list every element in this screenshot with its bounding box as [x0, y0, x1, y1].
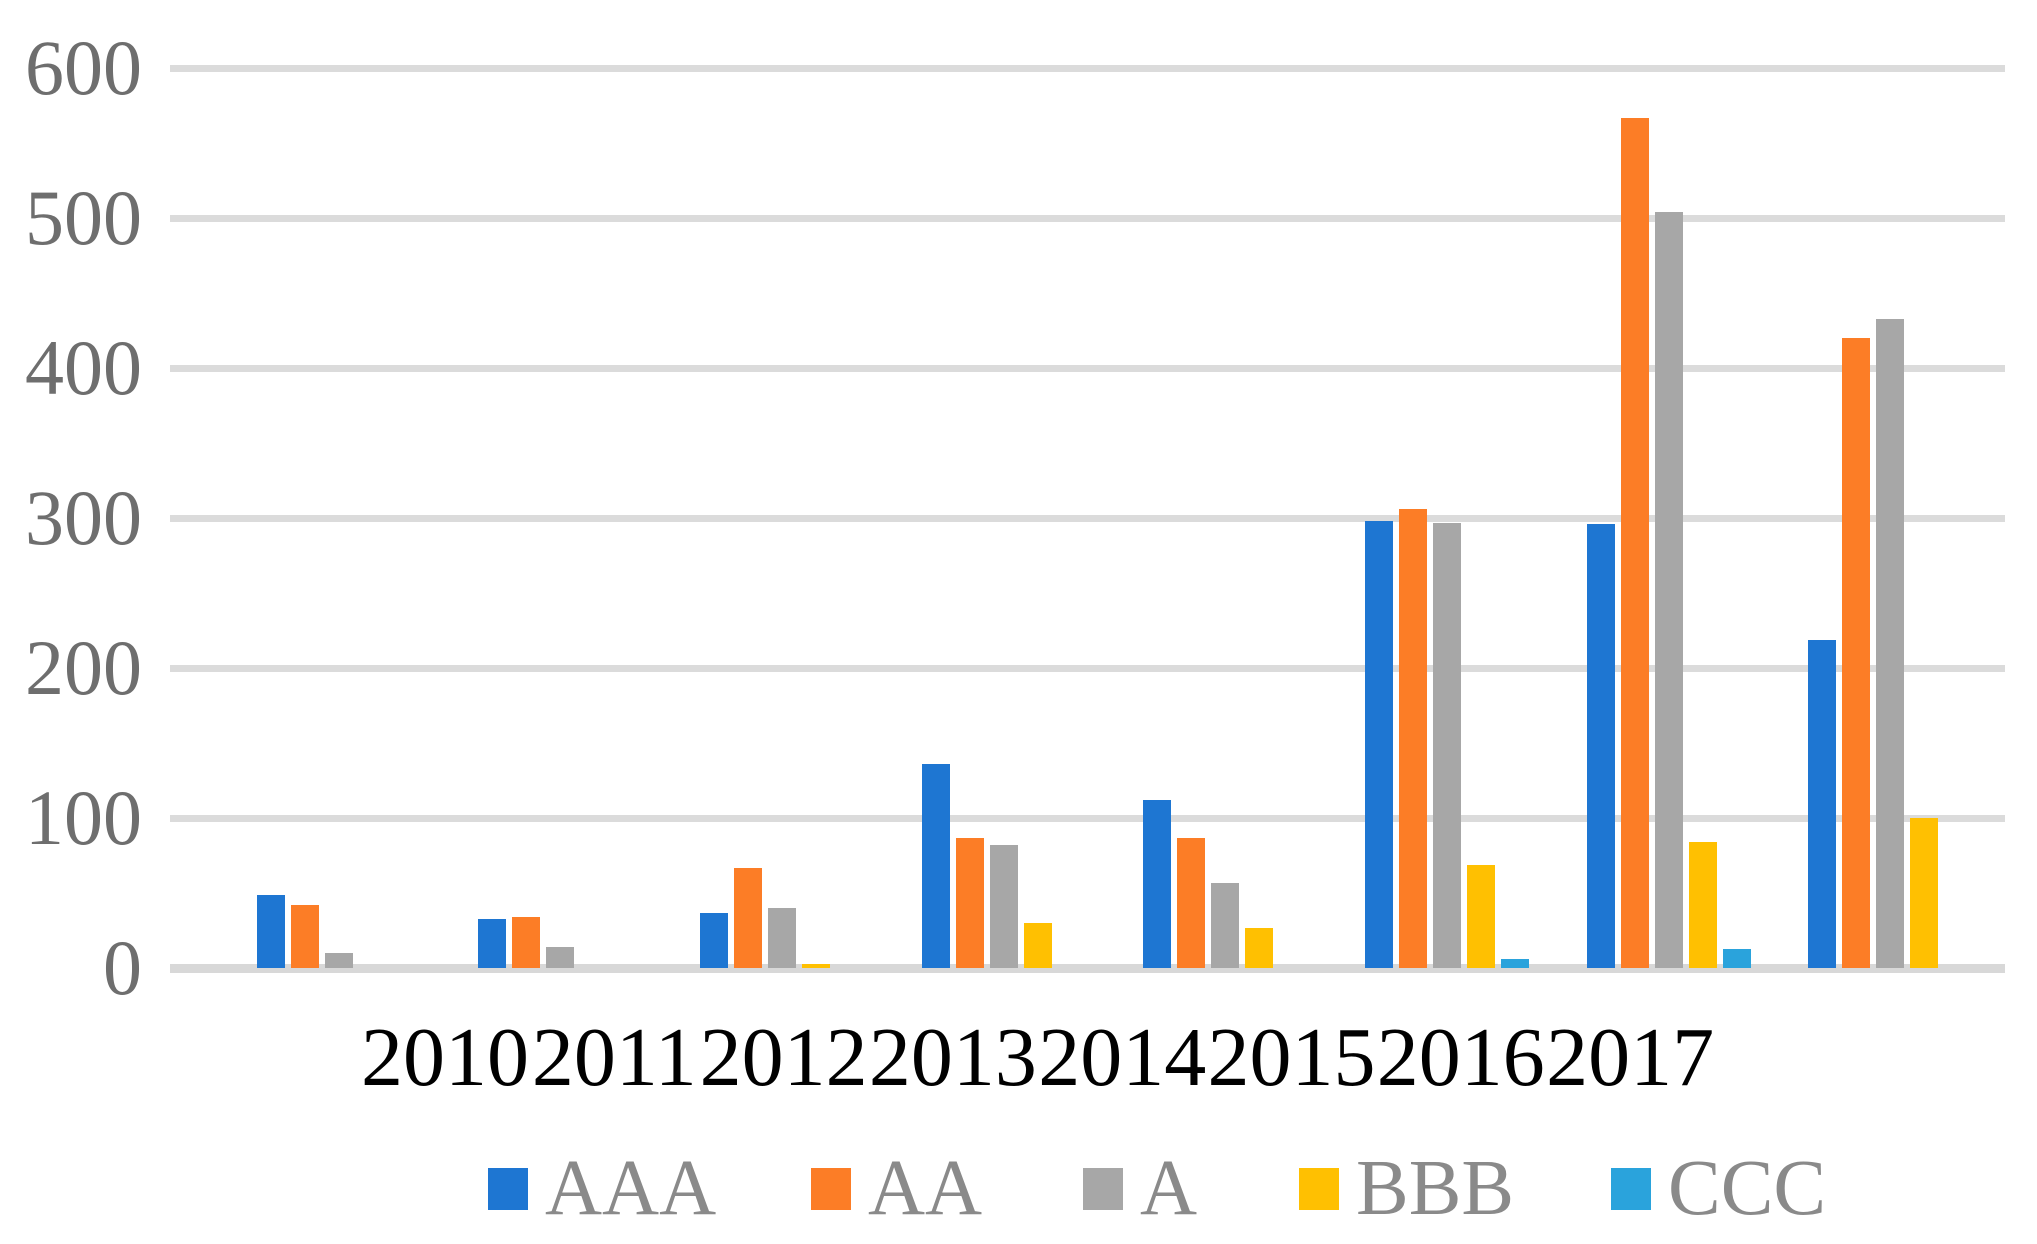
y-tick-600: 600: [25, 24, 142, 111]
bar-aa-2014: [1177, 837, 1206, 968]
legend-label-aa: AA: [868, 1145, 983, 1232]
bar-group-2012: [671, 68, 893, 968]
bar-a-2015: [1432, 522, 1461, 968]
bar-a-2017: [1876, 318, 1905, 968]
bar-bbb-2016: [1688, 842, 1717, 968]
bar-aa-2010: [290, 905, 319, 968]
bar-aaa-2015: [1364, 521, 1393, 968]
y-tick-400: 400: [25, 324, 142, 411]
legend-item-ccc: CCC: [1611, 1146, 1826, 1232]
bar-group-2016: [1558, 68, 1780, 968]
bar-bbb-2015: [1466, 864, 1495, 968]
legend-marker-aa: [811, 1168, 851, 1210]
legend-item-bbb: BBB: [1299, 1146, 1514, 1232]
bar-group-2013: [893, 68, 1115, 968]
bar-a-2014: [1211, 882, 1240, 968]
bar-bbb-2014: [1245, 927, 1274, 968]
bar-group-2015: [1336, 68, 1558, 968]
gridline-400: [170, 365, 2005, 372]
bar-aaa-2014: [1143, 800, 1172, 968]
bar-aaa-2017: [1808, 639, 1837, 968]
legend-label-bbb: BBB: [1356, 1145, 1515, 1232]
legend-item-a: A: [1083, 1146, 1197, 1232]
x-tick-2016: 2016: [1376, 1011, 1545, 1104]
legend-item-aaa: AAA: [488, 1146, 716, 1232]
bar-bbb-2017: [1910, 818, 1939, 968]
x-tick-2013: 2013: [868, 1011, 1037, 1104]
bar-group-2017: [1779, 68, 2001, 968]
legend-label-ccc: CCC: [1668, 1145, 1827, 1232]
gridline-100: [170, 815, 2005, 822]
x-axis-line: [170, 964, 2005, 973]
bar-aa-2011: [512, 917, 541, 968]
bar-aaa-2010: [256, 894, 285, 968]
bar-a-2010: [324, 953, 353, 968]
legend-item-aa: AA: [811, 1146, 982, 1232]
x-tick-2014: 2014: [1038, 1011, 1207, 1104]
legend-label-a: A: [1140, 1145, 1198, 1232]
legend-marker-aaa: [488, 1168, 528, 1210]
y-tick-100: 100: [25, 774, 142, 861]
bar-group-2014: [1115, 68, 1337, 968]
gridline-500: [170, 215, 2005, 222]
bar-aaa-2011: [478, 918, 507, 968]
bar-aa-2012: [734, 867, 763, 968]
bar-a-2011: [546, 947, 575, 968]
bar-aa-2016: [1620, 117, 1649, 968]
y-tick-200: 200: [25, 624, 142, 711]
y-tick-500: 500: [25, 174, 142, 261]
bar-bbb-2012: [802, 963, 831, 968]
bar-a-2012: [768, 908, 797, 968]
gridline-200: [170, 665, 2005, 672]
bar-aa-2013: [955, 837, 984, 968]
legend-marker-ccc: [1611, 1168, 1651, 1210]
legend-marker-bbb: [1299, 1168, 1339, 1210]
bar-aa-2017: [1842, 338, 1871, 968]
bar-a-2016: [1654, 212, 1683, 968]
bar-ccc-2015: [1500, 959, 1529, 968]
bar-bbb-2013: [1023, 923, 1052, 968]
x-tick-2015: 2015: [1207, 1011, 1376, 1104]
bar-aaa-2016: [1586, 524, 1615, 968]
bar-aa-2015: [1398, 509, 1427, 968]
x-tick-2010: 2010: [361, 1011, 529, 1104]
bar-group-2011: [450, 68, 672, 968]
y-tick-0: 0: [103, 924, 142, 1011]
legend-label-aaa: AAA: [545, 1145, 717, 1232]
bar-aaa-2012: [700, 912, 729, 968]
x-tick-2017: 2017: [1546, 1011, 1715, 1104]
y-tick-300: 300: [25, 474, 142, 561]
x-tick-2012: 2012: [699, 1011, 868, 1104]
bar-ccc-2016: [1722, 948, 1751, 968]
x-tick-2011: 2011: [531, 1011, 697, 1104]
bar-aaa-2013: [921, 764, 950, 968]
bar-a-2013: [989, 845, 1018, 968]
gridline-300: [170, 515, 2005, 522]
legend-marker-a: [1083, 1168, 1123, 1210]
gridline-600: [170, 65, 2005, 72]
bar-group-2010: [228, 68, 450, 968]
